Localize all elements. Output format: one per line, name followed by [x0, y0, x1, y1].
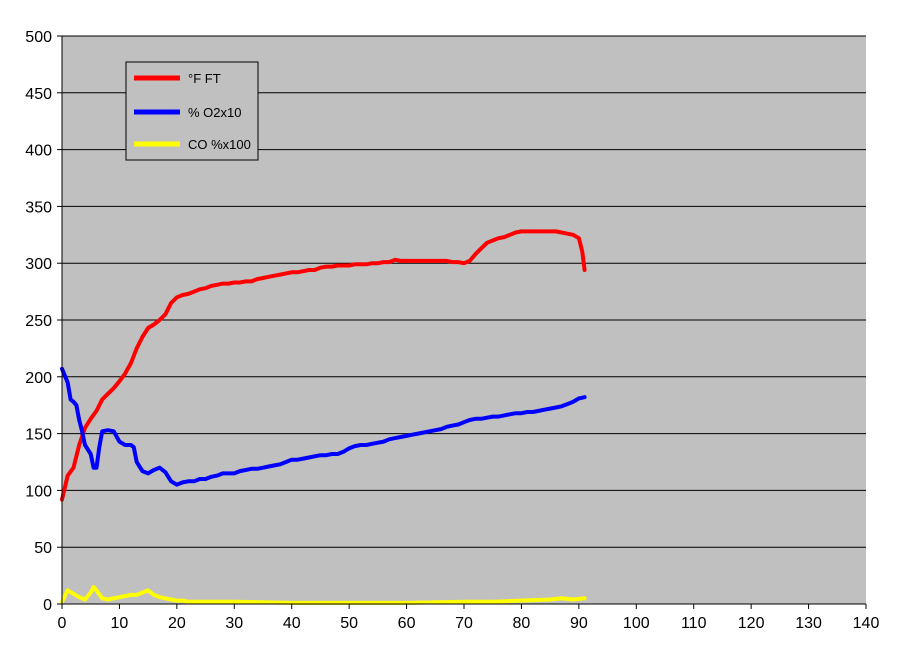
- x-tick-label-80: 80: [513, 615, 531, 632]
- legend-label-series-3: CO %x100: [188, 137, 251, 152]
- series-line-3: [60, 585, 587, 605]
- y-tick-label-300: 300: [25, 256, 52, 273]
- x-tick-label-110: 110: [681, 615, 707, 632]
- y-tick-label-250: 250: [25, 313, 52, 330]
- y-axis-ticks: 0 50 100 150 200 250 300 350 400 450 500: [25, 29, 62, 614]
- x-tick-label-40: 40: [283, 615, 301, 632]
- y-tick-label-50: 50: [34, 540, 52, 557]
- series-line-2: [60, 366, 587, 487]
- y-tick-label-450: 450: [25, 86, 52, 103]
- y-tick-label-400: 400: [25, 143, 52, 160]
- y-tick-label-100: 100: [25, 483, 52, 500]
- y-tick-label-500: 500: [25, 29, 52, 46]
- y-tick-label-0: 0: [43, 597, 52, 614]
- x-tick-label-10: 10: [111, 615, 129, 632]
- x-axis-ticks: 0 10 20 30 40 50 60 70 80 90 100 110 120 130 140: [58, 604, 880, 632]
- x-tick-label-70: 70: [455, 615, 473, 632]
- y-tick-label-350: 350: [25, 199, 52, 216]
- legend-label-series-1: °F FT: [188, 71, 221, 86]
- x-tick-label-130: 130: [795, 615, 822, 632]
- x-tick-label-90: 90: [570, 615, 588, 632]
- series-layer: [60, 229, 587, 605]
- legend: °F FT % O2x10 CO %x100: [125, 61, 259, 161]
- series-line-1: [60, 229, 587, 502]
- legend-label-series-2: % O2x10: [188, 105, 241, 120]
- x-tick-label-0: 0: [58, 615, 67, 632]
- x-tick-label-60: 60: [398, 615, 416, 632]
- x-tick-label-100: 100: [623, 615, 650, 632]
- y-tick-label-200: 200: [25, 370, 52, 387]
- x-tick-label-140: 140: [853, 615, 880, 632]
- x-tick-label-120: 120: [738, 615, 765, 632]
- y-tick-label-150: 150: [25, 427, 52, 444]
- x-tick-label-50: 50: [340, 615, 358, 632]
- x-tick-label-20: 20: [168, 615, 186, 632]
- x-tick-label-30: 30: [225, 615, 243, 632]
